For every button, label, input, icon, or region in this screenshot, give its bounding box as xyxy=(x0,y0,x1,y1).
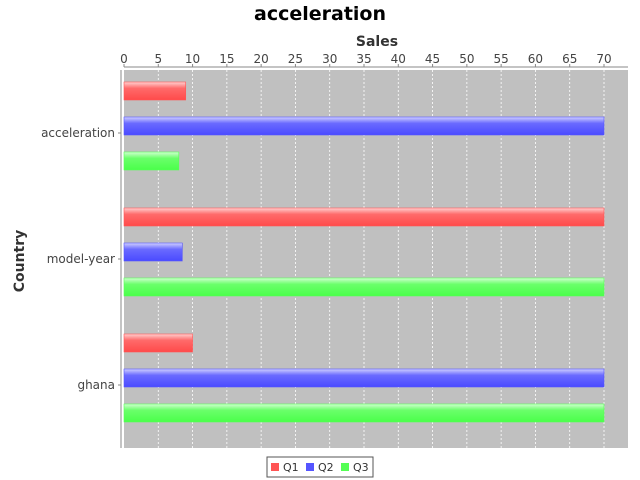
x-tick-label-10: 50 xyxy=(459,52,474,66)
legend-label-Q2: Q2 xyxy=(318,461,334,474)
y-tick-label-acceleration: acceleration xyxy=(41,126,115,140)
y-axis-label: Country xyxy=(12,230,28,293)
x-tick-label-11: 55 xyxy=(494,52,509,66)
bar-model-year-Q2 xyxy=(123,242,183,262)
bar-acceleration-Q1 xyxy=(123,81,187,101)
bar-ghana-Q2 xyxy=(123,368,605,388)
y-axis-categories: acceleration model-year ghana xyxy=(41,126,121,392)
x-tick-label-0: 0 xyxy=(120,52,128,66)
x-tick-label-5: 25 xyxy=(288,52,303,66)
x-tick-label-3: 15 xyxy=(219,52,234,66)
x-tick-label-9: 45 xyxy=(425,52,440,66)
y-tick-label-ghana: ghana xyxy=(77,378,115,392)
legend-swatch-Q3 xyxy=(341,463,349,471)
x-tick-label-2: 10 xyxy=(185,52,200,66)
bar-model-year-Q3 xyxy=(123,277,605,297)
x-tick-label-7: 35 xyxy=(356,52,371,66)
bar-acceleration-Q2 xyxy=(123,116,605,136)
x-tick-label-14: 70 xyxy=(596,52,611,66)
bar-model-year-Q1 xyxy=(123,207,605,227)
legend-box xyxy=(266,456,374,478)
bar-acceleration-Q3 xyxy=(123,151,180,171)
y-tick-label-model-year: model-year xyxy=(47,252,115,266)
legend-swatch-Q1 xyxy=(271,463,279,471)
x-tick-label-12: 60 xyxy=(528,52,543,66)
x-tick-label-6: 30 xyxy=(322,52,337,66)
bar-ghana-Q3 xyxy=(123,403,605,423)
x-tick-label-8: 40 xyxy=(391,52,406,66)
x-tick-label-4: 20 xyxy=(254,52,269,66)
x-axis-label: Sales xyxy=(356,34,398,50)
legend-swatch-Q2 xyxy=(306,463,314,471)
x-tick-label-1: 5 xyxy=(154,52,162,66)
chart-title: acceleration xyxy=(254,3,386,25)
legend-label-Q3: Q3 xyxy=(353,461,369,474)
bars xyxy=(123,81,605,423)
legend-label-Q1: Q1 xyxy=(283,461,299,474)
x-axis-ticks: 0 5 10 15 20 25 30 35 40 45 50 55 60 65 70 xyxy=(120,52,612,67)
legend: Q1 Q2 Q3 xyxy=(266,456,374,478)
bar-ghana-Q1 xyxy=(123,333,193,353)
x-tick-label-13: 65 xyxy=(562,52,577,66)
